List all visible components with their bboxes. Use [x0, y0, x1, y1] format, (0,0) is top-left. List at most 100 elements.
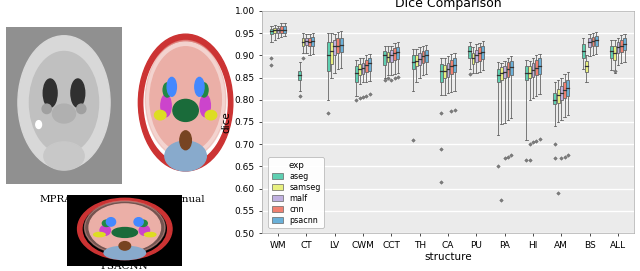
- Ellipse shape: [161, 95, 172, 117]
- Bar: [387, 52, 390, 62]
- Bar: [333, 40, 336, 55]
- Bar: [415, 55, 418, 66]
- Bar: [616, 42, 620, 53]
- Bar: [383, 51, 386, 65]
- Bar: [273, 28, 276, 33]
- Ellipse shape: [165, 141, 206, 171]
- Bar: [453, 58, 456, 72]
- Ellipse shape: [44, 142, 84, 170]
- Bar: [510, 61, 513, 75]
- Ellipse shape: [18, 36, 110, 169]
- Bar: [506, 62, 509, 77]
- Bar: [365, 60, 367, 72]
- Bar: [500, 67, 503, 80]
- Ellipse shape: [144, 42, 227, 163]
- Bar: [610, 46, 613, 57]
- Bar: [560, 86, 563, 100]
- Ellipse shape: [205, 110, 217, 120]
- Bar: [557, 89, 559, 103]
- Bar: [390, 50, 393, 62]
- Bar: [368, 58, 371, 71]
- Ellipse shape: [93, 233, 105, 237]
- Ellipse shape: [150, 47, 221, 152]
- Bar: [327, 42, 330, 71]
- Bar: [340, 37, 342, 52]
- Ellipse shape: [200, 95, 211, 117]
- Ellipse shape: [173, 99, 198, 121]
- Ellipse shape: [167, 78, 177, 96]
- Ellipse shape: [104, 246, 145, 260]
- Title: Dice Comparison: Dice Comparison: [395, 0, 501, 10]
- Bar: [280, 26, 283, 33]
- Bar: [475, 50, 477, 62]
- Bar: [393, 48, 396, 60]
- Ellipse shape: [77, 104, 86, 114]
- Bar: [440, 64, 443, 82]
- Bar: [472, 53, 474, 64]
- Ellipse shape: [195, 78, 204, 96]
- Bar: [422, 51, 424, 63]
- Bar: [270, 29, 273, 34]
- Bar: [362, 63, 364, 74]
- Ellipse shape: [29, 51, 99, 154]
- Bar: [588, 37, 591, 47]
- Bar: [444, 65, 446, 78]
- Bar: [425, 50, 428, 62]
- Bar: [535, 60, 538, 75]
- Bar: [355, 66, 358, 82]
- Bar: [305, 37, 308, 45]
- Ellipse shape: [83, 202, 166, 256]
- Bar: [481, 46, 484, 59]
- Bar: [585, 61, 588, 72]
- Ellipse shape: [84, 201, 165, 254]
- Ellipse shape: [140, 225, 150, 235]
- Bar: [330, 42, 333, 64]
- Circle shape: [36, 121, 42, 128]
- Ellipse shape: [89, 204, 161, 251]
- Bar: [623, 38, 626, 50]
- Ellipse shape: [134, 218, 143, 226]
- Bar: [554, 93, 556, 104]
- Bar: [591, 37, 595, 46]
- Bar: [337, 38, 339, 53]
- X-axis label: structure: structure: [424, 253, 472, 263]
- Bar: [529, 66, 531, 78]
- Ellipse shape: [77, 198, 172, 260]
- Bar: [450, 60, 452, 74]
- Ellipse shape: [71, 79, 84, 107]
- Bar: [620, 40, 623, 52]
- Ellipse shape: [163, 83, 172, 97]
- Bar: [582, 44, 584, 57]
- Bar: [538, 58, 541, 74]
- Ellipse shape: [145, 233, 156, 237]
- Text: MPRAGE: MPRAGE: [40, 195, 88, 204]
- Ellipse shape: [44, 79, 57, 107]
- Ellipse shape: [42, 104, 51, 114]
- Ellipse shape: [200, 83, 208, 97]
- Bar: [525, 66, 528, 80]
- Bar: [358, 64, 361, 75]
- Bar: [563, 82, 566, 98]
- Ellipse shape: [139, 220, 147, 227]
- Bar: [283, 26, 286, 33]
- Bar: [308, 37, 311, 46]
- Ellipse shape: [154, 110, 166, 120]
- Bar: [468, 46, 471, 57]
- Bar: [447, 63, 449, 77]
- Ellipse shape: [180, 131, 191, 150]
- Ellipse shape: [138, 34, 233, 171]
- Ellipse shape: [119, 242, 131, 250]
- Bar: [298, 71, 301, 80]
- Bar: [419, 53, 421, 65]
- Bar: [276, 28, 280, 33]
- Bar: [478, 47, 481, 61]
- Ellipse shape: [100, 225, 110, 235]
- Bar: [503, 66, 506, 78]
- Bar: [412, 55, 415, 69]
- Ellipse shape: [145, 40, 226, 158]
- Bar: [497, 69, 500, 82]
- Bar: [312, 37, 314, 46]
- Bar: [613, 46, 616, 60]
- Y-axis label: dice: dice: [222, 111, 232, 133]
- Bar: [595, 36, 598, 46]
